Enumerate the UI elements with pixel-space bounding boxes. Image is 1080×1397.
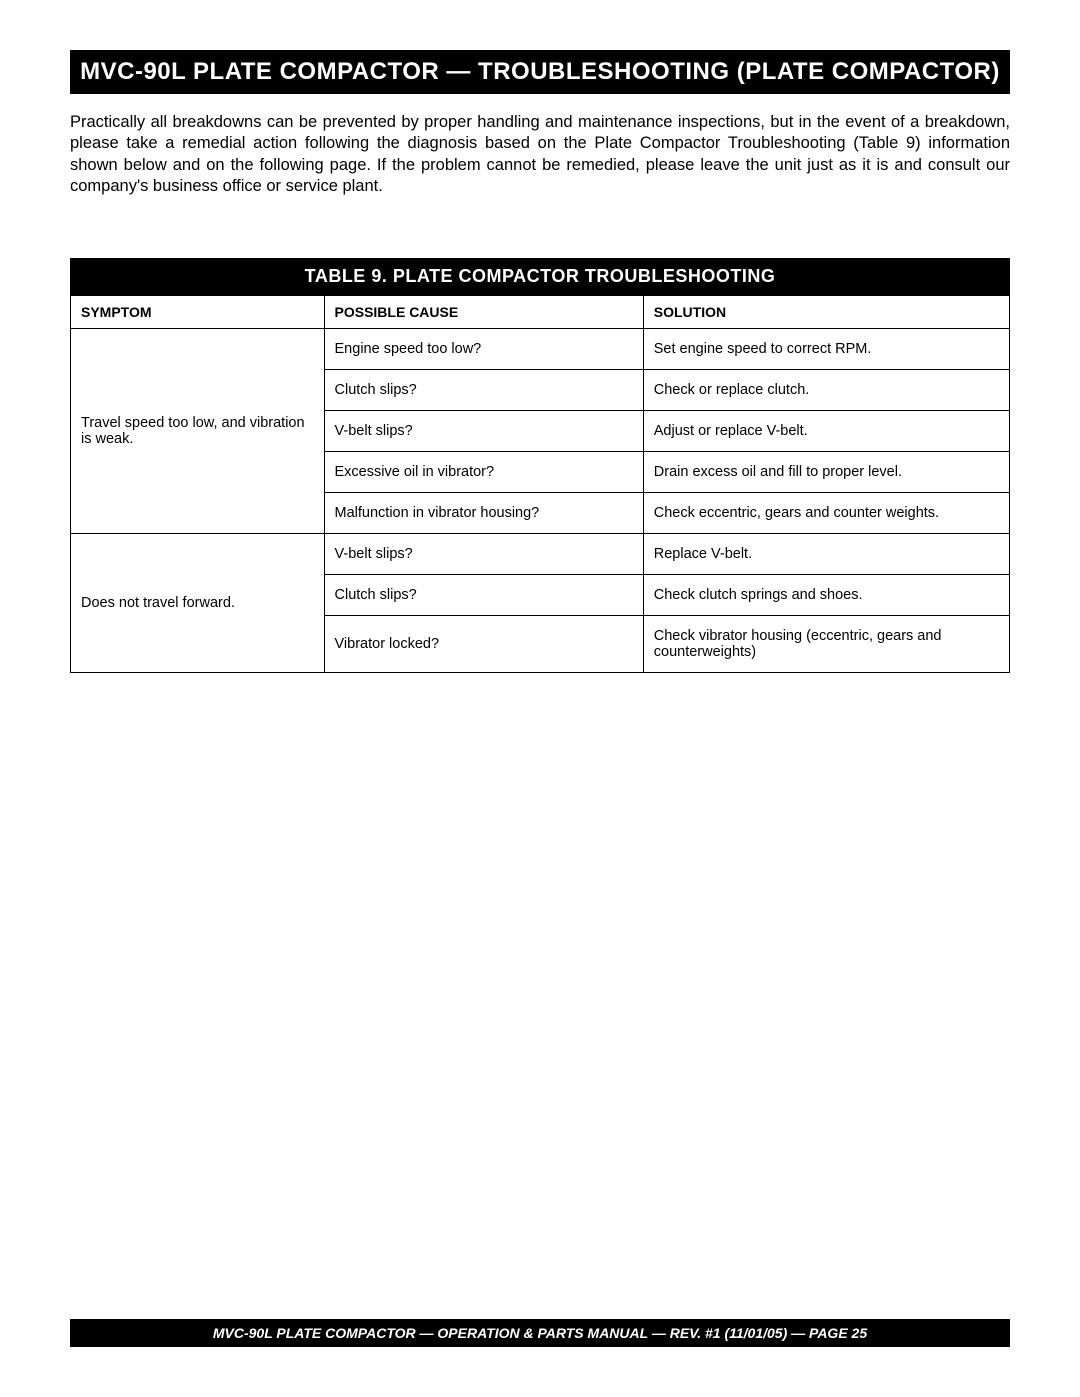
cause-cell: Excessive oil in vibrator?: [324, 451, 643, 492]
solution-cell: Check vibrator housing (eccentric, gears…: [643, 615, 1009, 672]
solution-cell: Check clutch springs and shoes.: [643, 574, 1009, 615]
page-footer-bar: MVC-90L PLATE COMPACTOR — OPERATION & PA…: [70, 1319, 1010, 1347]
troubleshooting-table-section: TABLE 9. PLATE COMPACTOR TROUBLESHOOTING…: [70, 258, 1010, 673]
cause-cell: Engine speed too low?: [324, 328, 643, 369]
solution-cell: Check eccentric, gears and counter weigh…: [643, 492, 1009, 533]
symptom-cell: Travel speed too low, and vibration is w…: [71, 328, 325, 533]
cause-cell: Vibrator locked?: [324, 615, 643, 672]
cause-cell: Clutch slips?: [324, 574, 643, 615]
page-header-bar: MVC-90L PLATE COMPACTOR — TROUBLESHOOTIN…: [70, 50, 1010, 94]
symptom-cell: Does not travel forward.: [71, 533, 325, 672]
cause-cell: Malfunction in vibrator housing?: [324, 492, 643, 533]
troubleshooting-table: SYMPTOM POSSIBLE CAUSE SOLUTION Travel s…: [70, 295, 1010, 673]
cause-cell: V-belt slips?: [324, 533, 643, 574]
solution-cell: Adjust or replace V-belt.: [643, 410, 1009, 451]
col-header-symptom: SYMPTOM: [71, 295, 325, 328]
solution-cell: Drain excess oil and fill to proper leve…: [643, 451, 1009, 492]
col-header-solution: SOLUTION: [643, 295, 1009, 328]
cause-cell: V-belt slips?: [324, 410, 643, 451]
table-title: TABLE 9. PLATE COMPACTOR TROUBLESHOOTING: [70, 258, 1010, 295]
intro-paragraph: Practically all breakdowns can be preven…: [70, 112, 1010, 198]
col-header-cause: POSSIBLE CAUSE: [324, 295, 643, 328]
table-header-row: SYMPTOM POSSIBLE CAUSE SOLUTION: [71, 295, 1010, 328]
table-row: Travel speed too low, and vibration is w…: [71, 328, 1010, 369]
cause-cell: Clutch slips?: [324, 369, 643, 410]
table-body: Travel speed too low, and vibration is w…: [71, 328, 1010, 672]
solution-cell: Check or replace clutch.: [643, 369, 1009, 410]
table-row: Does not travel forward. V-belt slips? R…: [71, 533, 1010, 574]
solution-cell: Replace V-belt.: [643, 533, 1009, 574]
solution-cell: Set engine speed to correct RPM.: [643, 328, 1009, 369]
